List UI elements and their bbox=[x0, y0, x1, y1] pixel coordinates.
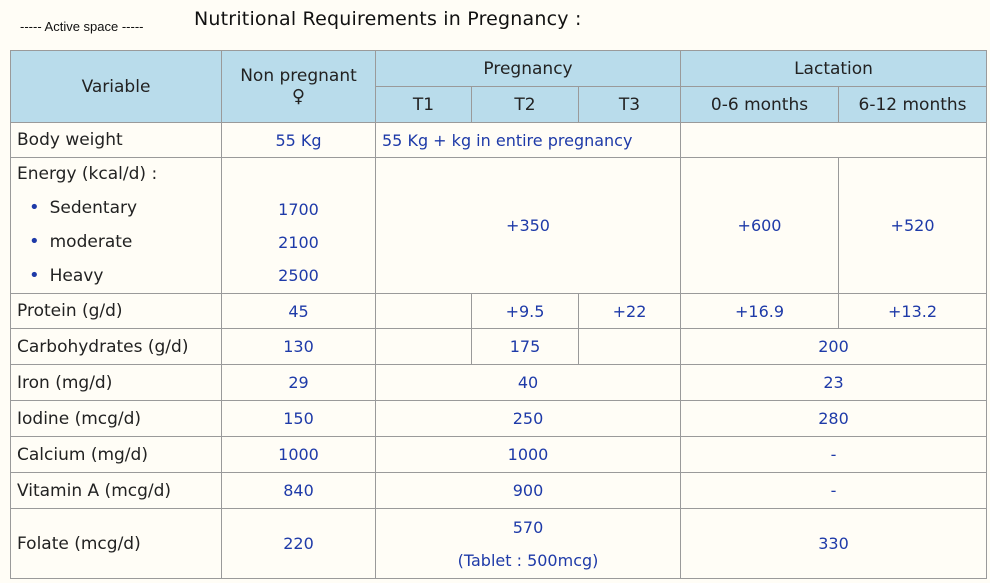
protein-t3: +22 bbox=[577, 293, 682, 329]
folate-non-pregnant: 220 bbox=[221, 508, 376, 579]
iodine-lactation: 280 bbox=[680, 400, 988, 437]
carbohydrates-t1 bbox=[375, 328, 472, 365]
energy-label: Energy (kcal/d) : bbox=[17, 164, 158, 184]
energy-np-sedentary: 1700 bbox=[278, 199, 319, 219]
header-t3: T3 bbox=[577, 86, 682, 123]
row-label-carbohydrates: Carbohydrates (g/d) bbox=[10, 328, 222, 365]
table-row: Carbohydrates (g/d) 130 175 200 bbox=[10, 328, 988, 365]
body-weight-pregnancy: 55 Kg + kg in entire pregnancy bbox=[374, 122, 682, 158]
body-weight-non-pregnant: 55 Kg bbox=[221, 122, 376, 158]
header-lact-0-6: 0-6 months bbox=[680, 86, 840, 123]
page-title: Nutritional Requirements in Pregnancy : bbox=[194, 8, 582, 30]
folate-pregnancy-value: 570 bbox=[512, 517, 544, 537]
calcium-lactation: - bbox=[680, 436, 988, 473]
calcium-pregnancy: 1000 bbox=[374, 436, 682, 473]
header-pregnancy: Pregnancy bbox=[374, 50, 682, 87]
folate-lactation: 330 bbox=[680, 508, 988, 579]
table-row: Protein (g/d) 45 +9.5 +22 +16.9 +13.2 bbox=[10, 293, 988, 329]
table-row: Energy (kcal/d) : Sedentary moderate Hea… bbox=[10, 157, 988, 294]
row-label-energy: Energy (kcal/d) : Sedentary moderate Hea… bbox=[10, 157, 222, 294]
table-row: Body weight 55 Kg 55 Kg + kg in entire p… bbox=[10, 122, 988, 158]
header-non-pregnant: Non pregnant ♀ bbox=[221, 50, 376, 123]
energy-sedentary-label: Sedentary bbox=[29, 191, 221, 225]
row-label-vitamin-a: Vitamin A (mcg/d) bbox=[10, 472, 222, 509]
female-icon: ♀ bbox=[291, 85, 306, 107]
iron-lactation: 23 bbox=[680, 364, 988, 401]
energy-lact-0-6: +600 bbox=[680, 157, 840, 294]
energy-pregnancy: +350 bbox=[374, 157, 682, 294]
protein-t2: +9.5 bbox=[471, 293, 579, 329]
energy-heavy-label: Heavy bbox=[29, 259, 221, 293]
energy-moderate-label: moderate bbox=[29, 225, 221, 259]
energy-np-heavy: 2500 bbox=[278, 265, 319, 285]
vitamin-a-non-pregnant: 840 bbox=[221, 472, 376, 509]
header-variable: Variable bbox=[10, 50, 222, 123]
vitamin-a-pregnancy: 900 bbox=[374, 472, 682, 509]
folate-pregnancy: 570 (Tablet : 500mcg) bbox=[374, 508, 682, 579]
header-lactation: Lactation bbox=[680, 50, 988, 87]
carbohydrates-t2: 175 bbox=[471, 328, 579, 365]
protein-non-pregnant: 45 bbox=[221, 293, 376, 329]
carbohydrates-lactation: 200 bbox=[680, 328, 988, 365]
iron-non-pregnant: 29 bbox=[221, 364, 376, 401]
carbohydrates-t3 bbox=[577, 328, 682, 365]
table-row: Iron (mg/d) 29 40 23 bbox=[10, 364, 988, 401]
energy-non-pregnant: 1700 2100 2500 bbox=[221, 157, 376, 294]
iodine-pregnancy: 250 bbox=[374, 400, 682, 437]
row-label-calcium: Calcium (mg/d) bbox=[10, 436, 222, 473]
table-row: Vitamin A (mcg/d) 840 900 - bbox=[10, 472, 988, 509]
header-lact-6-12: 6-12 months bbox=[838, 86, 988, 123]
protein-t1 bbox=[375, 293, 472, 329]
table-row: Folate (mcg/d) 220 570 (Tablet : 500mcg)… bbox=[10, 508, 988, 579]
header-t2: T2 bbox=[471, 86, 579, 123]
row-label-iron: Iron (mg/d) bbox=[10, 364, 222, 401]
row-label-protein: Protein (g/d) bbox=[10, 293, 222, 329]
energy-np-moderate: 2100 bbox=[278, 232, 319, 252]
header-t1: T1 bbox=[375, 86, 472, 123]
protein-lact-6-12: +13.2 bbox=[838, 293, 988, 329]
protein-lact-0-6: +16.9 bbox=[680, 293, 840, 329]
carbohydrates-non-pregnant: 130 bbox=[221, 328, 376, 365]
active-space-label: ----- Active space ----- bbox=[20, 19, 144, 34]
table-row: Calcium (mg/d) 1000 1000 - bbox=[10, 436, 988, 473]
energy-lact-6-12: +520 bbox=[838, 157, 988, 294]
nutrition-table: Variable Non pregnant ♀ Pregnancy Lactat… bbox=[10, 50, 988, 579]
row-label-body-weight: Body weight bbox=[10, 122, 222, 158]
row-label-folate: Folate (mcg/d) bbox=[10, 508, 222, 579]
row-label-iodine: Iodine (mcg/d) bbox=[10, 400, 222, 437]
vitamin-a-lactation: - bbox=[680, 472, 988, 509]
iron-pregnancy: 40 bbox=[374, 364, 682, 401]
body-weight-lactation bbox=[680, 122, 988, 158]
header-non-pregnant-label: Non pregnant bbox=[240, 65, 357, 86]
folate-pregnancy-note: (Tablet : 500mcg) bbox=[457, 550, 599, 570]
table-row: Iodine (mcg/d) 150 250 280 bbox=[10, 400, 988, 437]
iodine-non-pregnant: 150 bbox=[221, 400, 376, 437]
calcium-non-pregnant: 1000 bbox=[221, 436, 376, 473]
